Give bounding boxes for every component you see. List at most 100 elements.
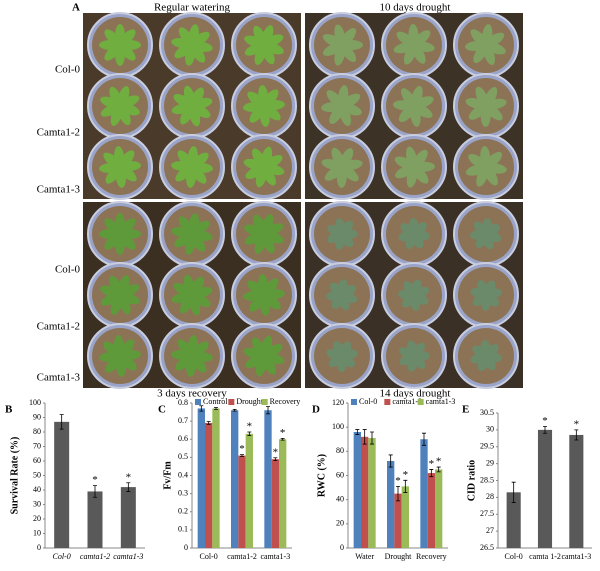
leaf	[261, 163, 285, 176]
x-tick-label: camta1-3	[113, 552, 143, 561]
x-tick-label: Col-0	[505, 552, 523, 561]
leaf	[339, 93, 361, 109]
bar	[506, 492, 521, 548]
y-tick-label: 0.1	[178, 525, 188, 534]
bar	[387, 461, 395, 548]
y-tick-label: 29.5	[480, 442, 494, 451]
y-tick-label: 100	[332, 422, 344, 431]
leaf	[261, 352, 285, 365]
bar	[361, 436, 369, 548]
bar	[435, 469, 443, 548]
y-tick-label: 0.6	[178, 434, 188, 443]
legend-swatch	[195, 399, 201, 405]
legend-label: Col-0	[359, 397, 377, 406]
leaf	[483, 351, 502, 363]
error-bar	[403, 479, 408, 493]
bar	[271, 459, 279, 548]
column-title: 14 days drought	[380, 388, 451, 400]
legend-label: Recovery	[270, 397, 301, 406]
significance-marker: *	[429, 458, 435, 470]
leaf	[411, 222, 427, 237]
y-axis-label: Survival Rate (%)	[9, 437, 20, 515]
y-tick-label: 26.5	[480, 543, 494, 552]
y-tick-label: 0.4	[178, 470, 188, 479]
row-label: Camta1-2	[37, 321, 80, 333]
significance-marker: *	[542, 415, 548, 427]
bar	[245, 433, 253, 548]
error-bar	[543, 426, 547, 434]
bar	[231, 410, 239, 548]
y-tick-label: 29	[486, 458, 494, 467]
legend-label: Drought	[236, 397, 263, 406]
row-label: Col-0	[55, 264, 81, 276]
bar	[368, 438, 376, 548]
significance-marker: *	[403, 469, 409, 481]
bar	[427, 473, 435, 548]
leaf	[261, 100, 285, 111]
y-tick-label: 80	[33, 427, 41, 436]
x-tick-label: Col-0	[200, 552, 218, 561]
leaf	[189, 286, 213, 299]
legend-label: camta1-2	[392, 397, 422, 406]
leaf	[411, 96, 434, 109]
y-tick-label: 30	[33, 499, 41, 508]
error-bar	[59, 414, 64, 430]
leaf	[261, 223, 284, 237]
leaf	[483, 98, 507, 110]
error-bar	[199, 405, 204, 412]
leaf	[339, 220, 354, 237]
error-bar	[280, 437, 285, 441]
error-bar	[266, 406, 270, 415]
significance-marker: *	[273, 446, 279, 458]
bar	[54, 421, 70, 548]
error-bar	[388, 454, 393, 468]
y-tick-label: 60	[336, 470, 344, 479]
bar	[205, 422, 213, 548]
error-bar	[362, 429, 367, 445]
y-tick-label: 0.2	[178, 507, 188, 516]
significance-marker: *	[126, 471, 132, 483]
panel-label: A	[72, 2, 80, 14]
leaf	[117, 218, 136, 237]
leaf	[117, 29, 136, 48]
y-tick-label: 30	[486, 425, 494, 434]
legend-swatch	[351, 399, 357, 405]
bar	[87, 491, 103, 548]
error-bar	[370, 431, 374, 445]
x-tick-label: camta1-2	[227, 552, 257, 561]
y-tick-label: 28	[486, 492, 494, 501]
y-axis-label: CID ratio	[466, 460, 477, 501]
significance-marker: *	[574, 418, 580, 430]
error-bar	[240, 454, 244, 457]
significance-marker: *	[239, 443, 245, 455]
y-tick-label: 40	[33, 485, 41, 494]
y-tick-label: 50	[33, 470, 41, 479]
panel-label: E	[462, 404, 469, 416]
leaf	[339, 159, 363, 171]
error-bar	[429, 469, 434, 478]
y-tick-label: 60	[33, 456, 41, 465]
x-tick-label: Col-0	[53, 552, 71, 561]
y-tick-label: 80	[336, 446, 344, 455]
y-axis-label: Fv/Fm	[162, 461, 173, 490]
leaf	[189, 220, 210, 237]
leaf	[189, 31, 210, 48]
legend-swatch	[384, 399, 391, 405]
error-bar	[355, 429, 360, 435]
column-title: 3 days recovery	[157, 388, 227, 400]
error-bar	[436, 466, 441, 473]
bar	[401, 486, 409, 548]
x-tick-label: camta 1-2	[529, 552, 561, 561]
y-tick-label: 0.3	[178, 488, 188, 497]
bar	[279, 439, 287, 548]
panel-label: D	[312, 404, 320, 416]
y-tick-label: 0	[37, 543, 41, 552]
error-bar	[273, 457, 278, 462]
bar	[197, 408, 205, 548]
leaf	[117, 95, 140, 109]
panel-label: B	[5, 404, 13, 416]
significance-marker: *	[436, 456, 442, 468]
y-tick-label: 0.8	[178, 398, 188, 407]
error-bar	[214, 407, 218, 410]
